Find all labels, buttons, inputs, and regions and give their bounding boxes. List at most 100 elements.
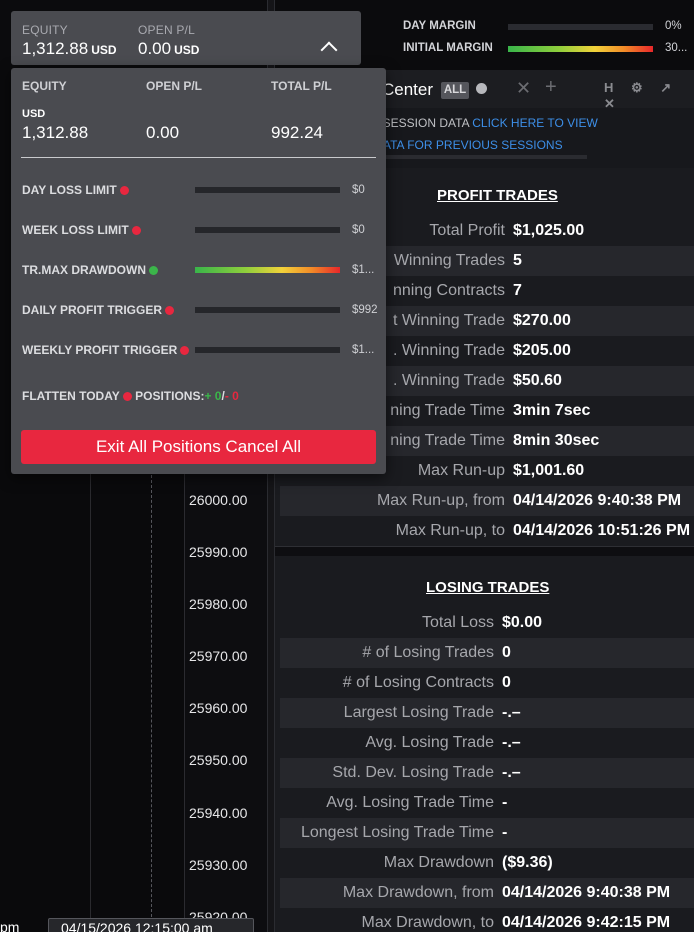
price-tick-label: 25950.00 (189, 752, 248, 768)
limit-value: $1... (352, 344, 375, 356)
stat-label: # of Losing Trades (362, 644, 494, 661)
limit-label: WEEK LOSS LIMIT (22, 223, 141, 237)
initial-margin-bar (508, 46, 653, 52)
dd-total-pl-label: TOTAL P/L (271, 79, 332, 93)
initial-margin-row: INITIAL MARGIN 30... (403, 42, 694, 56)
limit-row: DAY LOSS LIMIT $0 (22, 183, 382, 199)
dd-currency: USD (22, 108, 46, 120)
stat-row: Avg. Losing Trade -.– (280, 728, 694, 758)
limit-row: WEEK LOSS LIMIT $0 (22, 223, 382, 239)
stat-label: # of Losing Contracts (342, 674, 494, 691)
stat-value: ($9.36) (502, 854, 553, 871)
price-tick-label: 25940.00 (189, 805, 248, 821)
chevron-up-icon[interactable] (320, 41, 338, 59)
day-margin-value: 0% (665, 20, 682, 32)
limit-label: TR.MAX DRAWDOWN (22, 263, 158, 277)
limit-row: DAILY PROFIT TRIGGER $992 (22, 303, 382, 319)
panel-toolbar-icons[interactable]: H ⚙ ↗ ✕ (604, 80, 679, 111)
price-tick-label: 25970.00 (189, 648, 248, 664)
stat-value: 04/14/2026 10:51:26 PM (513, 522, 691, 539)
plus-icon[interactable]: + (545, 76, 557, 98)
status-dot-icon (180, 346, 190, 355)
stat-value: 7 (513, 282, 522, 299)
stat-label: Max Run-up, to (395, 522, 505, 539)
stat-label: nning Contracts (392, 282, 505, 299)
stat-value: $50.60 (513, 372, 562, 389)
losing-trades-title: LOSING TRADES (426, 579, 550, 596)
stat-value: $205.00 (513, 342, 571, 359)
stat-row: Largest Losing Trade -.– (280, 698, 694, 728)
stat-label: Max Run-up (417, 462, 505, 479)
price-tick-label: 25930.00 (189, 857, 248, 873)
profit-trades-title: PROFIT TRADES (437, 187, 558, 204)
stat-value: 0 (502, 674, 511, 691)
stat-label: Longest Losing Trade Time (300, 824, 494, 841)
stat-label: Max Drawdown, to (361, 914, 495, 931)
stat-value: 8min 30sec (513, 432, 600, 449)
limit-row: TR.MAX DRAWDOWN $1... (22, 263, 382, 279)
stat-label: Total Profit (429, 222, 505, 239)
section-separator (275, 546, 694, 556)
price-tick-label: 25960.00 (189, 700, 248, 716)
status-dot-icon (122, 392, 132, 401)
stat-row: ning Trade Time 3min 7sec (280, 396, 694, 426)
stat-value: 3min 7sec (513, 402, 591, 419)
price-tick-label: 25990.00 (189, 544, 248, 560)
stat-label: Total Loss (421, 614, 494, 631)
flatten-today-label: FLATTEN TODAY (22, 389, 120, 403)
stat-value: 04/14/2026 9:40:38 PM (513, 492, 682, 509)
account-summary-bar[interactable]: EQUITY 1,312.88 USD OPEN P/L 0.00 USD (11, 11, 361, 65)
panel-title[interactable]: Center (382, 80, 434, 99)
session-link-2[interactable]: ATA FOR PREVIOUS SESSIONS (383, 138, 563, 152)
stat-row: Max Drawdown, from 04/14/2026 9:40:38 PM (280, 878, 694, 908)
status-dot-icon (148, 266, 158, 275)
stat-row: Max Drawdown, to 04/14/2026 9:42:15 PM (280, 908, 694, 932)
session-text: G SESSION DATA CLICK HERE TO VIEW (370, 116, 598, 130)
stat-value: 04/14/2026 9:40:38 PM (502, 884, 671, 901)
stat-label: Max Run-up, from (376, 492, 505, 509)
stat-row: Total Profit $1,025.00 (280, 216, 694, 246)
status-dot-icon (165, 306, 175, 315)
stat-value: $0.00 (502, 614, 543, 631)
exit-all-positions-button[interactable]: Exit All Positions Cancel All (21, 430, 376, 464)
day-margin-row: DAY MARGIN 0% (403, 20, 694, 34)
stat-value: $1,001.60 (513, 462, 585, 479)
stat-value: -.– (502, 734, 521, 751)
stat-label: Std. Dev. Losing Trade (332, 764, 494, 781)
limit-progress-bar (195, 227, 340, 233)
limit-label: DAILY PROFIT TRIGGER (22, 303, 175, 317)
stat-value: -.– (502, 764, 521, 781)
stat-row: Max Drawdown ($9.36) (280, 848, 694, 878)
stat-label: Avg. Losing Trade Time (326, 794, 494, 811)
open-pl-value: 0.00 USD (138, 39, 200, 58)
dd-total-pl-value: 992.24 (271, 123, 323, 142)
positions-label: POSITIONS: (135, 389, 205, 403)
dd-open-pl-value: 0.00 (146, 123, 180, 142)
day-margin-bar (508, 24, 653, 30)
time-axis-label: pm (0, 919, 20, 932)
all-badge[interactable]: ALL (441, 82, 469, 99)
dd-open-pl-label: OPEN P/L (146, 79, 203, 93)
equity-value: 1,312.88 USD (22, 39, 117, 58)
initial-margin-value: 30... (665, 42, 688, 54)
stat-value: - (502, 824, 508, 841)
equity-label: EQUITY (22, 23, 68, 37)
price-tick-label: 25980.00 (189, 596, 248, 612)
stat-label: Max Drawdown (383, 854, 494, 871)
session-link[interactable]: CLICK HERE TO VIEW (472, 116, 598, 130)
stat-label: ning Trade Time (390, 432, 505, 449)
stat-value: 5 (513, 252, 522, 269)
stat-row: nning Contracts 7 (280, 276, 694, 306)
chart-gridline (90, 470, 91, 932)
stat-row: # of Losing Contracts 0 (280, 668, 694, 698)
positions-short: - 0 (224, 389, 239, 403)
close-icon[interactable]: ✕ (516, 78, 532, 98)
stat-value: -.– (502, 704, 521, 721)
stat-row: Longest Losing Trade Time - (280, 818, 694, 848)
limit-row: WEEKLY PROFIT TRIGGER $1... (22, 343, 382, 359)
limit-value: $992 (352, 304, 378, 316)
positions-sep: / (221, 389, 225, 403)
stat-row: . Winning Trade $205.00 (280, 336, 694, 366)
dd-equity-label: EQUITY (22, 79, 67, 93)
limit-value: $0 (352, 224, 365, 236)
